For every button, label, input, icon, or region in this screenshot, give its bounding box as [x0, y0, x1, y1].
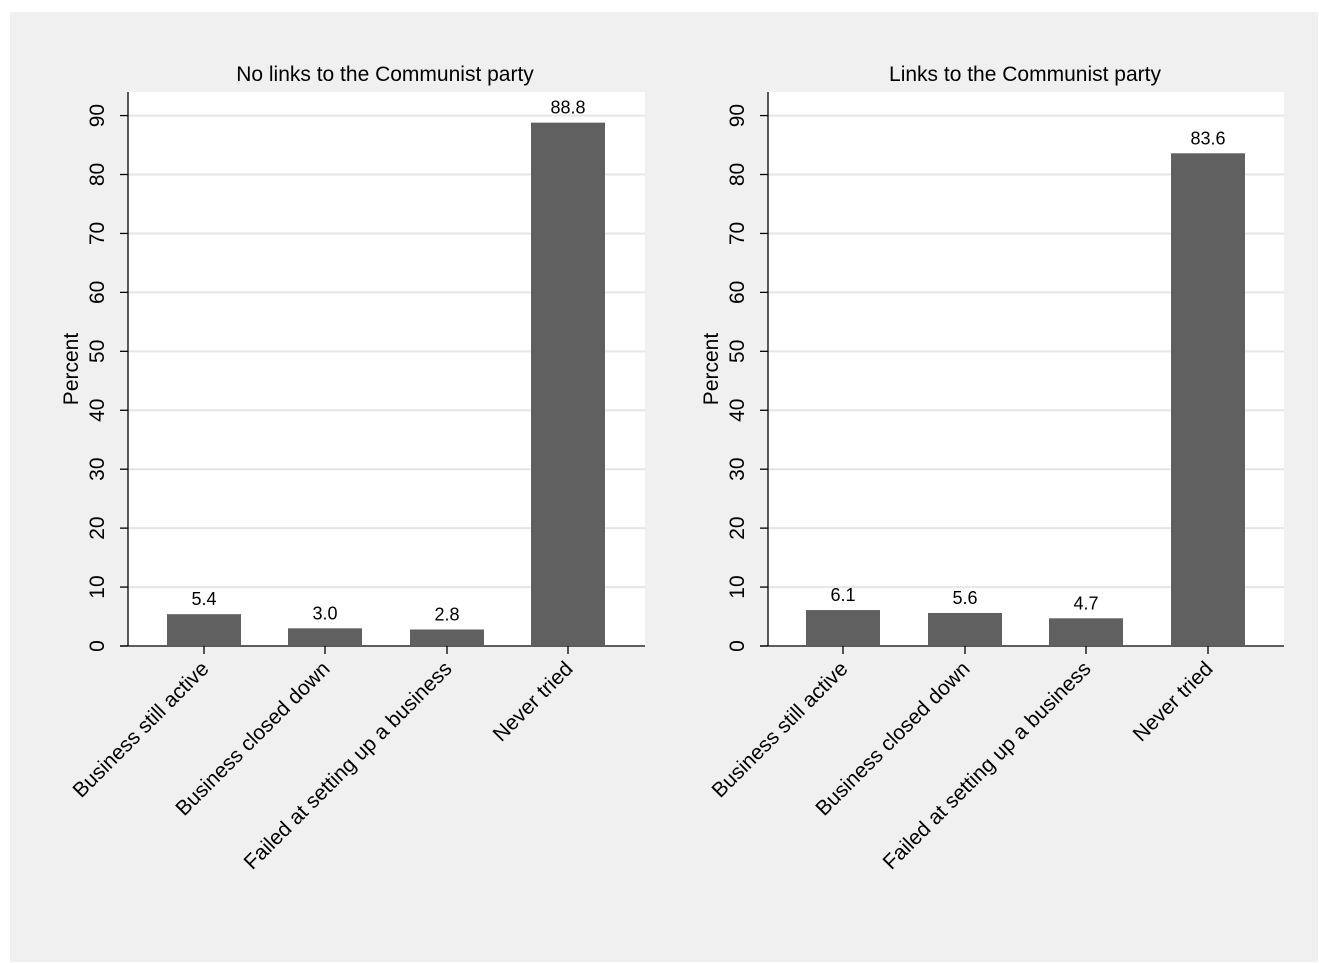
- y-tick-label: 10: [86, 575, 109, 598]
- bar: [928, 612, 1002, 646]
- y-tick-label: 80: [726, 163, 749, 186]
- chart-title: Links to the Communist party: [889, 63, 1161, 86]
- bar: [1171, 153, 1245, 646]
- y-tick-label: 50: [726, 340, 749, 363]
- y-tick-label: 30: [726, 458, 749, 481]
- chart-title: No links to the Communist party: [236, 63, 534, 86]
- bar-value-label: 5.6: [952, 588, 977, 608]
- y-tick-label: 10: [726, 575, 749, 598]
- bar: [531, 122, 605, 647]
- y-tick-label: 90: [726, 104, 749, 127]
- bar-value-label: 4.7: [1073, 593, 1098, 613]
- y-tick-label: 40: [726, 399, 749, 422]
- y-axis-label: Percent: [60, 333, 83, 406]
- bar-value-label: 2.8: [434, 604, 459, 624]
- y-tick-label: 20: [86, 516, 109, 539]
- y-tick-label: 0: [726, 640, 749, 652]
- bar: [288, 628, 362, 646]
- y-tick-label: 20: [726, 516, 749, 539]
- bar-value-label: 83.6: [1190, 128, 1225, 148]
- y-tick-label: 70: [86, 222, 109, 245]
- y-tick-label: 60: [86, 281, 109, 304]
- y-tick-label: 70: [726, 222, 749, 245]
- bar-value-label: 6.1: [830, 585, 855, 605]
- y-axis-label: Percent: [700, 333, 723, 406]
- bar: [410, 629, 484, 646]
- bar-value-label: 88.8: [550, 98, 585, 118]
- y-tick-label: 90: [86, 104, 109, 127]
- y-tick-label: 0: [86, 640, 109, 652]
- chart-panel-no-links: No links to the Communist party Percent …: [60, 63, 645, 874]
- y-tick-label: 30: [86, 458, 109, 481]
- y-tick-label: 60: [726, 281, 749, 304]
- y-tick-label: 50: [86, 340, 109, 363]
- y-tick-label: 80: [86, 163, 109, 186]
- bar-value-label: 5.4: [191, 589, 216, 609]
- bar-value-label: 3.0: [312, 603, 337, 623]
- bar: [806, 610, 880, 646]
- y-tick-label: 40: [86, 399, 109, 422]
- bar: [1049, 618, 1123, 646]
- bar: [167, 614, 241, 646]
